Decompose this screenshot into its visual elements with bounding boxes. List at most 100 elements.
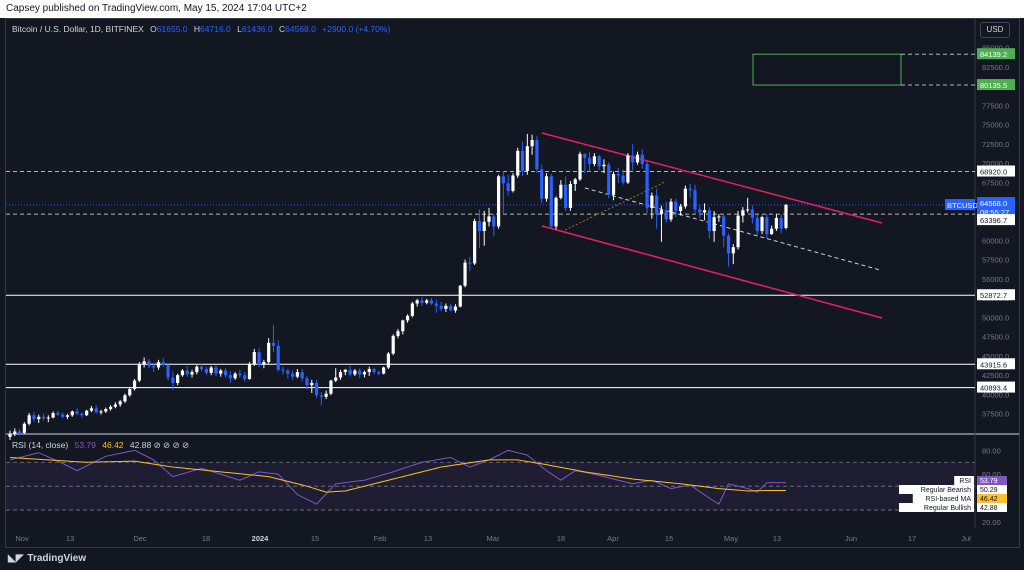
- candle-body: [305, 378, 309, 386]
- candle-body: [516, 150, 520, 176]
- price-label-text: 08:55:27: [980, 208, 1009, 217]
- candle-body: [439, 305, 443, 309]
- candle-body: [176, 375, 180, 383]
- candle-body: [492, 216, 496, 227]
- symbol-title[interactable]: Bitcoin / U.S. Dollar, 1D, BITFINEX: [12, 24, 144, 34]
- target-zone-box: [752, 53, 902, 86]
- price-tick-label: 67500.0: [982, 178, 1009, 187]
- date-tick-label: 13: [773, 534, 781, 543]
- candle-body: [257, 352, 261, 365]
- price-label-box: [977, 165, 1015, 177]
- candle-body: [429, 300, 434, 304]
- candle-body: [583, 153, 587, 158]
- low-value: 61436.0: [241, 24, 273, 34]
- candle-body: [746, 209, 750, 211]
- candle-body: [511, 175, 515, 191]
- candle-body: [535, 140, 539, 170]
- open-value: 61655.0: [156, 24, 188, 34]
- candle-body: [554, 197, 558, 227]
- candle-body: [770, 228, 774, 235]
- rsi-visibility-icons[interactable]: ⊘ ⊘ ⊘ ⊘: [153, 440, 190, 450]
- candle-body: [228, 375, 232, 379]
- price-label-text: 40893.4: [980, 384, 1007, 393]
- candle-body: [712, 217, 716, 232]
- candle-body: [99, 411, 103, 413]
- candle-body: [65, 415, 70, 417]
- rsi-legend: RSI (14, close) 53.79 46.42 42.88 ⊘ ⊘ ⊘ …: [12, 440, 189, 451]
- candle-body: [655, 195, 659, 215]
- publisher-text: Capsey published on TradingView.com, May…: [6, 3, 307, 14]
- rsi-marker-name-box: [912, 494, 974, 503]
- date-tick-label: Mar: [487, 534, 500, 543]
- candle-body: [659, 210, 664, 215]
- candle-body: [32, 415, 36, 420]
- rsi-marker-value: 50.29: [980, 487, 998, 494]
- candle-body: [377, 372, 381, 374]
- candle-body: [631, 155, 635, 163]
- candle-body: [118, 401, 122, 405]
- candle-body: [386, 353, 391, 368]
- candle-body: [477, 221, 482, 232]
- date-tick-label: Nov: [15, 534, 29, 543]
- price-tick-label: 77500.0: [982, 101, 1009, 110]
- candle-body: [750, 209, 755, 218]
- candle-body: [13, 431, 17, 434]
- tradingview-logo[interactable]: ◣◤ TradingView: [8, 553, 86, 564]
- candle-body: [219, 370, 223, 374]
- candle-body: [247, 364, 252, 380]
- candle-body: [233, 373, 237, 379]
- price-label-box: [977, 197, 1015, 209]
- candle-body: [137, 364, 141, 381]
- candle-body: [784, 204, 788, 228]
- candle-body: [674, 201, 678, 211]
- candle-body: [482, 221, 486, 232]
- price-tick-label: 47500.0: [982, 333, 1009, 342]
- candle-body: [37, 416, 41, 420]
- candle-body: [473, 221, 477, 264]
- publisher-bar: Capsey published on TradingView.com, May…: [0, 0, 1024, 18]
- candle-body: [281, 369, 285, 371]
- price-label-text: 68920.0: [980, 168, 1007, 177]
- high-value: 64716.0: [200, 24, 231, 34]
- candle-body: [195, 366, 199, 373]
- candle-body: [425, 300, 429, 303]
- candle-body: [779, 217, 783, 229]
- candle-body: [463, 262, 467, 286]
- price-label-box: [977, 289, 1015, 301]
- candle-body: [171, 377, 175, 383]
- candle-body: [142, 361, 146, 365]
- candle-body: [525, 146, 529, 171]
- rsi-tick-label: 60.00: [982, 470, 1001, 479]
- rsi-indicator-name[interactable]: RSI (14, close): [12, 440, 69, 450]
- candle-body: [391, 335, 395, 354]
- candle-body: [329, 380, 333, 394]
- candle-body: [27, 415, 31, 424]
- price-tick-label: 37500.0: [982, 410, 1009, 419]
- rsi-marker-name-box: [899, 503, 974, 512]
- rsi-marker-value-box: [977, 485, 1007, 494]
- date-tick-label: 2024: [252, 534, 270, 543]
- candle-body: [722, 216, 726, 236]
- date-tick-label: 18: [202, 534, 210, 543]
- candle-body: [702, 210, 707, 213]
- candle-body: [688, 188, 692, 191]
- price-tick-label: 50000.0: [982, 313, 1009, 322]
- candle-body: [8, 433, 12, 437]
- date-tick-label: 17: [908, 534, 916, 543]
- price-label-box: [977, 214, 1015, 226]
- candle-body: [128, 389, 132, 396]
- currency-button[interactable]: USD: [980, 22, 1010, 38]
- candle-body: [405, 315, 410, 321]
- candle-body: [314, 382, 319, 396]
- candle-body: [46, 417, 50, 419]
- candle-body: [252, 352, 256, 365]
- rsi-third-value: 42.88: [129, 440, 152, 450]
- close-key: C: [279, 24, 286, 34]
- candle-body: [693, 190, 697, 210]
- candle-body: [717, 216, 721, 218]
- candle-body: [319, 395, 323, 397]
- rsi-tick-label: 20.00: [982, 518, 1001, 527]
- candle-body: [123, 395, 127, 402]
- price-tick-label: 45000.0: [982, 352, 1009, 361]
